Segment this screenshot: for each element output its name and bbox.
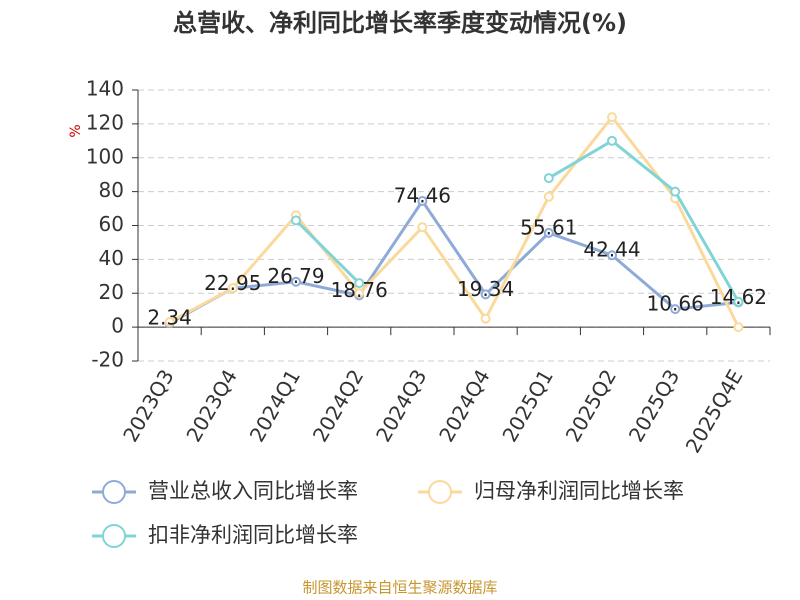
- data-point: [670, 304, 681, 315]
- legend-marker: [102, 480, 126, 504]
- x-tick-label: 2024Q2: [308, 365, 368, 446]
- data-label: 22.95: [204, 271, 261, 295]
- y-tick-label: 40: [99, 246, 124, 270]
- data-point: [164, 317, 175, 328]
- data-label: 26.79: [267, 264, 324, 288]
- data-point: [480, 289, 491, 300]
- data-point: [227, 283, 238, 294]
- series-line: [168, 114, 740, 328]
- data-point: [480, 313, 491, 324]
- data-label: 19.34: [457, 277, 514, 301]
- data-label: 14.62: [710, 285, 767, 309]
- chart-title: 总营收、净利同比增长率季度变动情况(%): [173, 9, 627, 37]
- series-line: [168, 198, 739, 325]
- y-tick-label: 140: [86, 77, 124, 101]
- x-tick-label: 2025Q1: [497, 365, 557, 446]
- data-point: [291, 276, 301, 287]
- data-point: [291, 215, 301, 226]
- data-point: [733, 296, 744, 307]
- y-tick-label: 0: [111, 314, 124, 338]
- data-point: [354, 278, 365, 289]
- data-point: [354, 288, 365, 299]
- legend-label: 扣非净利润同比增长率: [148, 523, 358, 547]
- legend-marker: [102, 524, 126, 548]
- y-tick-label: 80: [99, 178, 124, 202]
- x-tick-label: 2023Q4: [181, 365, 241, 446]
- x-tick-label: 2024Q1: [245, 365, 305, 446]
- y-tick-label: 20: [99, 280, 124, 304]
- y-tick-label: 100: [86, 144, 124, 168]
- data-point: [417, 222, 428, 233]
- x-tick-label: 2024Q3: [371, 365, 431, 446]
- data-label: 42.44: [583, 238, 640, 262]
- data-label: 2.34: [147, 306, 192, 330]
- y-tick-label: 120: [86, 110, 124, 134]
- data-point: [543, 173, 554, 184]
- x-tick-label: 2025Q2: [561, 365, 621, 446]
- data-label: 10.66: [647, 292, 704, 316]
- data-point: [543, 191, 554, 202]
- data-point: [417, 196, 428, 207]
- data-point: [607, 135, 617, 146]
- legend-label: 归母净利润同比增长率: [474, 479, 684, 503]
- series-line: [294, 219, 361, 285]
- data-point: [607, 112, 617, 123]
- x-tick-label: 2023Q3: [118, 365, 178, 446]
- data-label: 18.76: [331, 278, 388, 302]
- series-line: [548, 138, 740, 303]
- source-note: 制图数据来自恒生聚源数据库: [302, 579, 497, 597]
- y-axis-label: %: [68, 124, 84, 137]
- x-tick-label: 2024Q4: [434, 365, 494, 446]
- y-tick-label: 60: [99, 212, 124, 236]
- data-label: 74.46: [394, 184, 451, 208]
- data-label: 55.61: [520, 215, 577, 239]
- y-tick-label: -20: [91, 348, 124, 372]
- x-tick-label: 2025Q3: [624, 365, 684, 446]
- data-point: [607, 250, 617, 261]
- data-point: [733, 322, 744, 333]
- legend-marker: [428, 480, 452, 504]
- x-tick-label: 2025Q4E: [681, 365, 748, 457]
- data-point: [670, 186, 681, 197]
- data-point: [543, 227, 554, 238]
- legend-label: 营业总收入同比增长率: [148, 479, 358, 503]
